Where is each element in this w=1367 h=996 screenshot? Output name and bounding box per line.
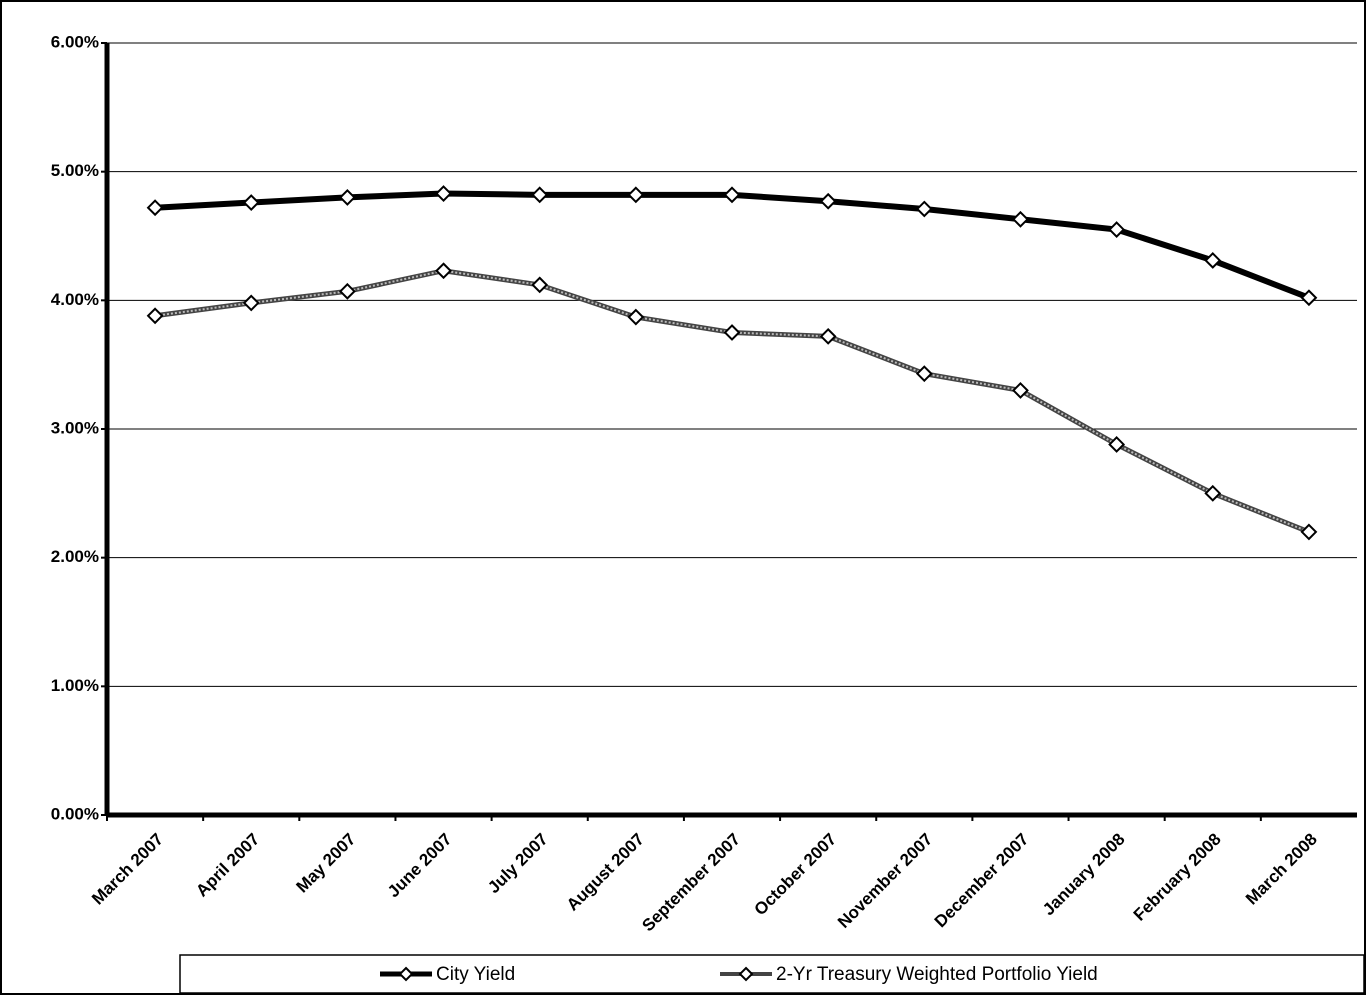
- marker: [146, 199, 164, 217]
- marker: [1012, 210, 1029, 228]
- marker: [819, 192, 837, 210]
- marker: [723, 324, 741, 341]
- marker: [915, 200, 933, 218]
- legend-label: City Yield: [436, 964, 515, 985]
- series-line: [154, 268, 1310, 535]
- marker: [819, 327, 837, 345]
- x-tick-label: March 2008: [1242, 830, 1321, 909]
- series-line: [154, 190, 1311, 301]
- x-tick-label: August 2007: [563, 830, 648, 915]
- marker: [1108, 436, 1126, 453]
- x-tick-label: July 2007: [484, 830, 552, 898]
- legend-marker: [738, 966, 754, 982]
- marker: [1012, 381, 1029, 399]
- marker: [338, 282, 356, 300]
- marker: [627, 308, 645, 326]
- x-tick-label: February 2008: [1130, 830, 1225, 925]
- marker: [915, 365, 933, 383]
- x-tick-label: September 2007: [638, 830, 744, 936]
- legend-label: 2-Yr Treasury Weighted Portfolio Yield: [776, 964, 1098, 985]
- x-tick-label: March 2007: [88, 830, 167, 909]
- x-tick-label: May 2007: [292, 830, 359, 897]
- marker: [1300, 289, 1318, 307]
- x-tick-label: January 2008: [1039, 830, 1129, 920]
- marker: [338, 188, 356, 206]
- x-tick-label: October 2007: [751, 830, 841, 920]
- marker: [242, 294, 260, 312]
- marker: [435, 262, 452, 280]
- marker: [531, 186, 549, 204]
- y-tick-label: 6.00%: [51, 32, 99, 51]
- marker: [146, 307, 164, 325]
- marker: [1300, 523, 1318, 541]
- x-tick-label: November 2007: [834, 830, 936, 932]
- x-tick-label: June 2007: [384, 830, 456, 902]
- y-tick-label: 0.00%: [51, 804, 99, 823]
- x-tick-label: April 2007: [192, 830, 263, 901]
- y-tick-label: 1.00%: [51, 676, 99, 695]
- y-tick-label: 4.00%: [51, 290, 99, 309]
- x-tick-label: December 2007: [931, 830, 1033, 932]
- legend-marker: [398, 966, 414, 982]
- marker: [627, 186, 645, 204]
- marker: [242, 194, 260, 211]
- marker: [1108, 221, 1126, 238]
- y-tick-label: 3.00%: [51, 418, 99, 437]
- marker: [531, 276, 549, 294]
- marker: [435, 185, 452, 202]
- y-tick-label: 2.00%: [51, 547, 99, 566]
- marker: [1204, 252, 1222, 269]
- series-line-pattern: [154, 269, 1310, 533]
- y-tick-label: 5.00%: [51, 161, 99, 180]
- marker: [1204, 484, 1222, 502]
- marker: [723, 186, 741, 204]
